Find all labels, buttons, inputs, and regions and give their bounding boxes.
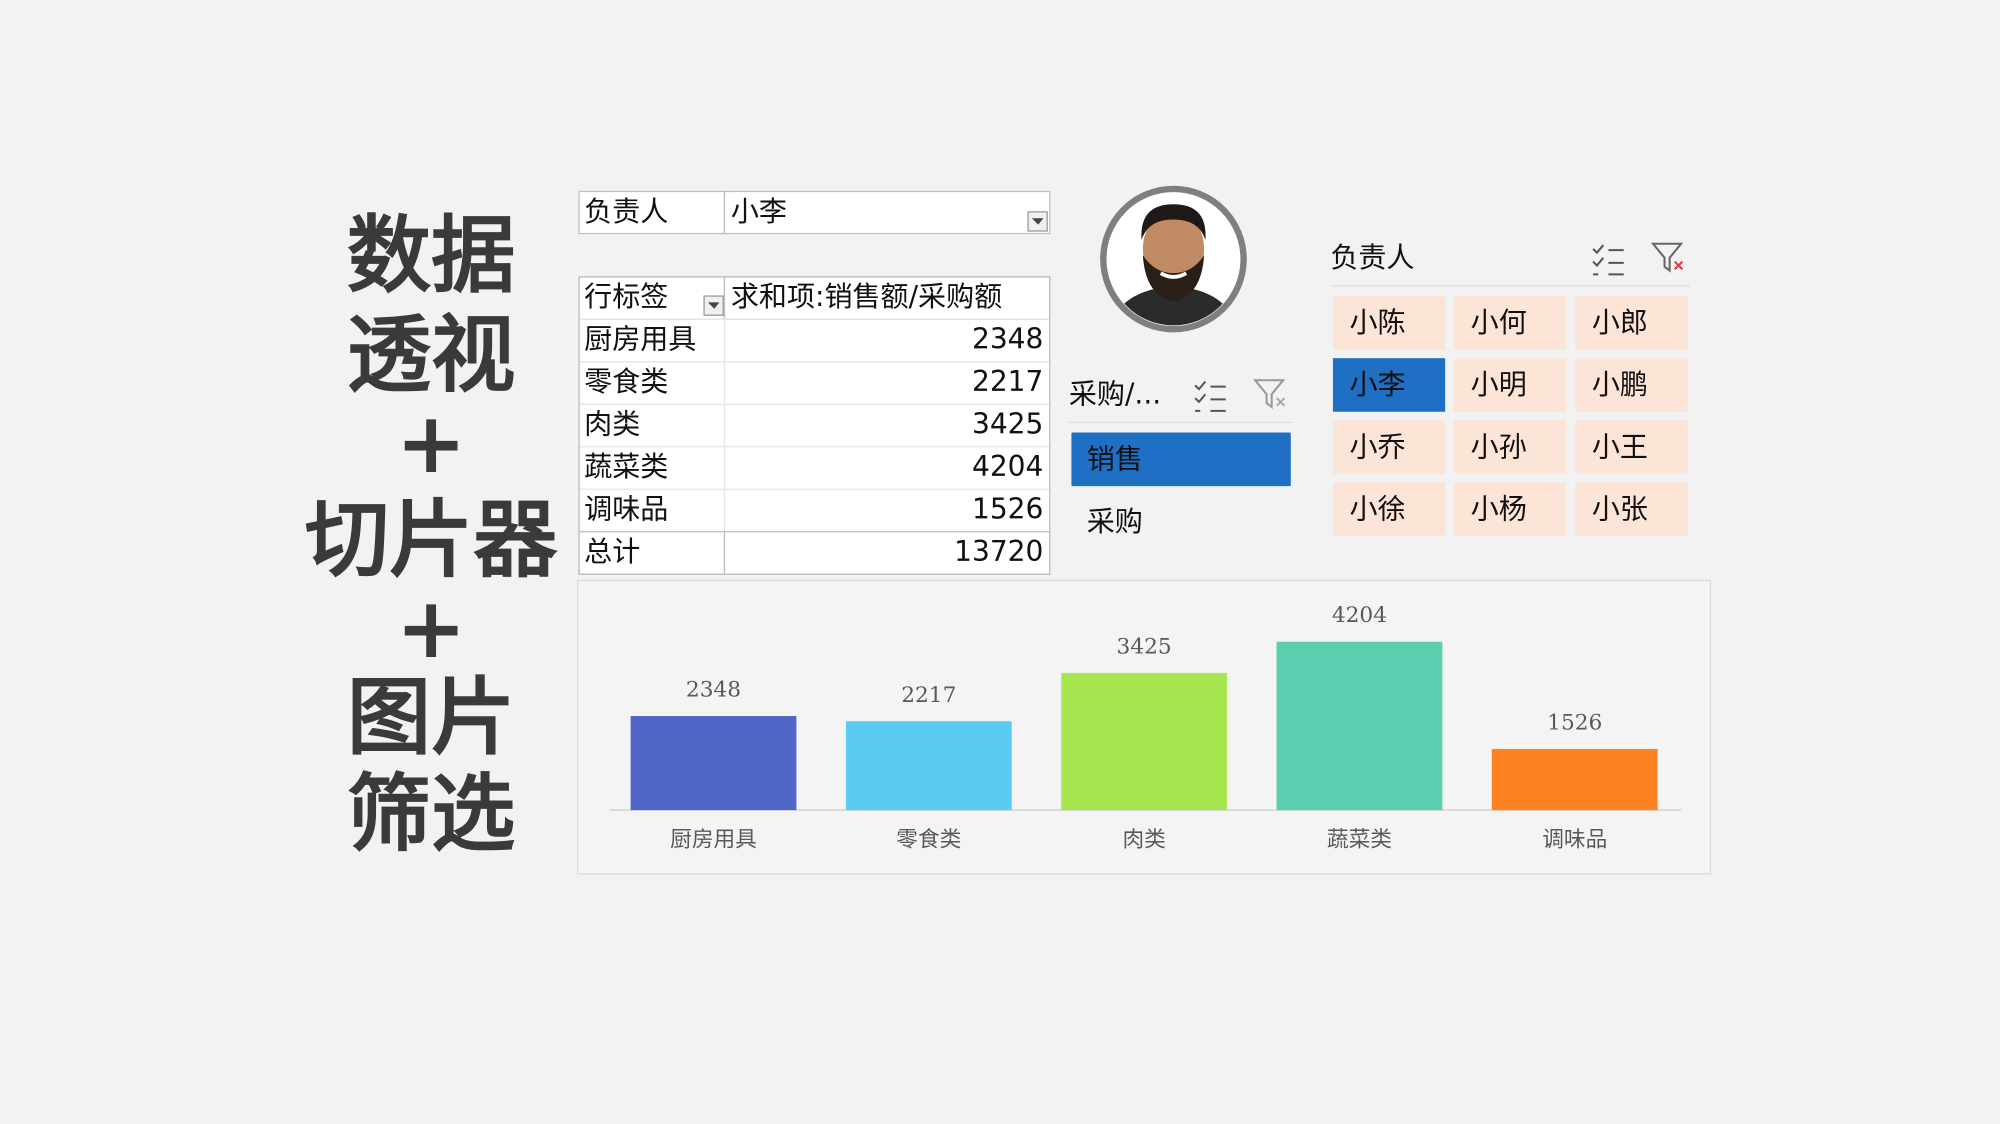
- title-line: +: [396, 579, 467, 677]
- pivot-row-label: 总计: [584, 535, 640, 568]
- title-line: 筛选: [347, 765, 515, 863]
- slicer-item-label[interactable]: 小明: [1471, 368, 1527, 401]
- slicer-item[interactable]: [1575, 296, 1688, 350]
- slicer-item-label[interactable]: 小孙: [1471, 430, 1527, 463]
- bar: [845, 721, 1012, 811]
- slicer-item-label[interactable]: 销售: [1087, 443, 1143, 476]
- title-line: 透视: [347, 306, 515, 404]
- slicer-item[interactable]: [1454, 296, 1567, 350]
- pivot-cell: [723, 488, 1051, 533]
- bar-value-label: 3425: [1117, 634, 1172, 659]
- slicer-item-label[interactable]: 小李: [1349, 368, 1405, 401]
- pivot-value: 3425: [972, 408, 1043, 441]
- pivot-cell: [723, 276, 1051, 321]
- pivot-cell: [723, 318, 1051, 363]
- pivot-cell: [723, 403, 1051, 448]
- slicer-item[interactable]: [1575, 482, 1688, 536]
- slicer-item-label[interactable]: 小杨: [1471, 492, 1527, 525]
- multi-select-icon[interactable]: [1194, 244, 1624, 412]
- pivot-filter-cell: [723, 190, 1051, 235]
- slicer-item[interactable]: [1575, 420, 1688, 474]
- bar: [1061, 672, 1228, 811]
- title-line: 数据: [347, 207, 515, 305]
- pivot-outline: [578, 276, 1051, 575]
- slicer-item-label[interactable]: 采购: [1087, 505, 1143, 538]
- bar-value-label: 4204: [1332, 603, 1387, 628]
- pivot-value: 4204: [972, 450, 1043, 483]
- title-line: 切片器: [305, 491, 558, 589]
- title-line: +: [396, 394, 467, 492]
- pivot-row-label: 行标签: [584, 280, 668, 313]
- slicer-item[interactable]: [1332, 482, 1446, 536]
- pivot-row-label: 零食类: [584, 365, 668, 398]
- bar-value-label: 2217: [901, 683, 956, 708]
- title-line: 图片: [347, 668, 515, 766]
- pivot-cell: [723, 531, 1051, 575]
- pivot-row-label: 肉类: [584, 408, 640, 441]
- filter-dropdown-icon: [1031, 218, 1044, 225]
- slicer-item[interactable]: [1071, 432, 1291, 487]
- slicer-item[interactable]: [1454, 420, 1567, 474]
- pivot-row-label: 蔬菜类: [584, 450, 668, 483]
- pivot-value: 1526: [972, 493, 1043, 526]
- slicer-item[interactable]: [1332, 296, 1446, 350]
- pivot-filter-field: 负责人: [584, 195, 668, 228]
- slicer-item[interactable]: [1575, 358, 1688, 412]
- slicer-item-label[interactable]: 小徐: [1349, 492, 1405, 525]
- pivot-cell: [578, 531, 726, 575]
- x-tick-label: 肉类: [1122, 828, 1165, 853]
- pivot-cell: [723, 446, 1051, 490]
- row-label-dropdown-icon: [707, 302, 720, 309]
- slicer-title: 采购/...: [1069, 378, 1161, 411]
- slicer-item[interactable]: [1332, 420, 1446, 474]
- pivot-cell: [723, 361, 1051, 405]
- pivot-value: 2217: [972, 365, 1043, 398]
- clear-filter-icon[interactable]: [1252, 242, 1684, 410]
- x-tick-label: 蔬菜类: [1327, 828, 1392, 853]
- bar: [630, 716, 797, 811]
- avatar: [1100, 185, 1247, 333]
- slicer-title: 负责人: [1330, 241, 1414, 274]
- slicer-item[interactable]: [1454, 482, 1567, 536]
- bar-value-label: 1526: [1547, 710, 1602, 735]
- slicer-item-label[interactable]: 小鹏: [1592, 368, 1648, 401]
- slicer-item-label[interactable]: 小何: [1471, 306, 1527, 339]
- slicer-item-label[interactable]: 小陈: [1349, 306, 1405, 339]
- slicer-item[interactable]: [1332, 358, 1446, 412]
- slicer-item-label[interactable]: 小郎: [1592, 306, 1648, 339]
- bar: [1491, 748, 1658, 811]
- bar-value-label: 2348: [686, 678, 741, 703]
- pivot-filter-cell: [578, 190, 726, 235]
- x-tick-label: 调味品: [1542, 828, 1607, 853]
- slicer-item[interactable]: [1454, 358, 1567, 412]
- pivot-row-label: 调味品: [584, 493, 668, 526]
- bar: [1276, 641, 1443, 811]
- x-tick-label: 厨房用具: [670, 828, 757, 853]
- slicer-item-label[interactable]: 小张: [1592, 492, 1648, 525]
- pivot-filter-value: 小李: [731, 195, 787, 228]
- pivot-row-label: 厨房用具: [584, 323, 696, 356]
- pivot-cell: [578, 488, 726, 533]
- slicer-item-label[interactable]: 小王: [1592, 430, 1648, 463]
- slicer-item-label[interactable]: 小乔: [1349, 430, 1405, 463]
- pivot-value: 13720: [954, 535, 1043, 568]
- pivot-header: 求和项:销售额/采购额: [731, 280, 1002, 313]
- x-tick-label: 零食类: [896, 828, 961, 853]
- pivot-value: 2348: [972, 323, 1043, 356]
